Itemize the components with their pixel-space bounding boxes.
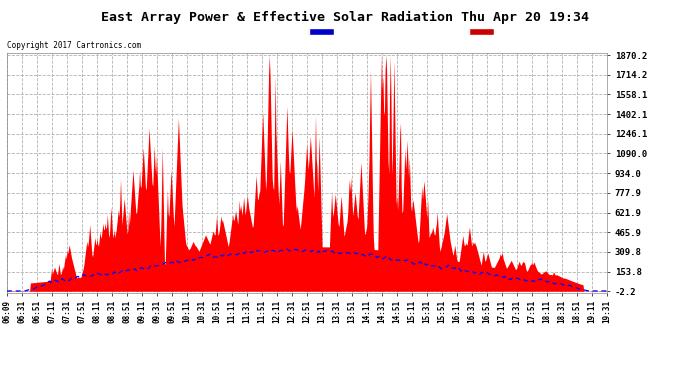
Text: East Array Power & Effective Solar Radiation Thu Apr 20 19:34: East Array Power & Effective Solar Radia… <box>101 11 589 24</box>
Legend: Radiation (Effective w/m2), East Array (DC Watts): Radiation (Effective w/m2), East Array (… <box>307 26 603 38</box>
Text: Copyright 2017 Cartronics.com: Copyright 2017 Cartronics.com <box>7 41 141 50</box>
